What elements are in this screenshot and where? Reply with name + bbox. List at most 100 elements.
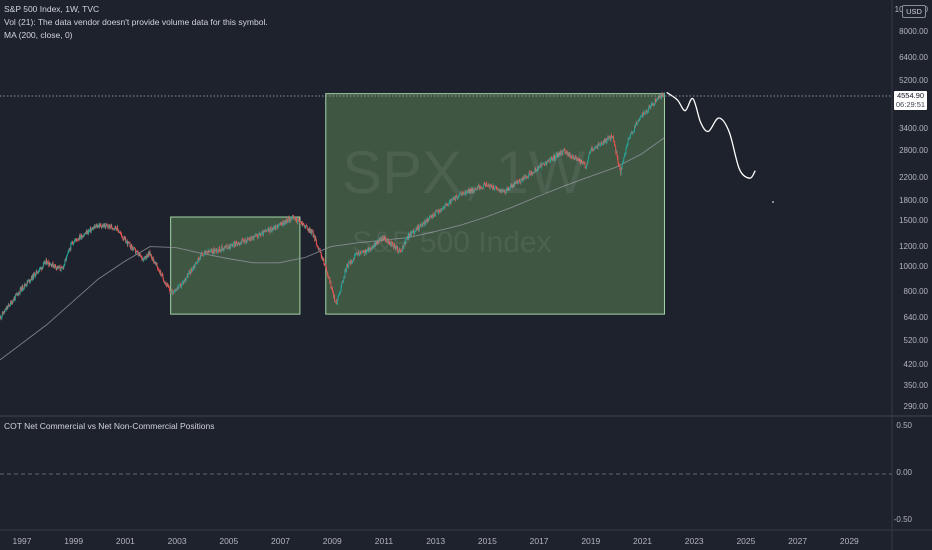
candle-body — [229, 245, 231, 249]
candle-body — [532, 173, 534, 175]
candle-body — [161, 273, 163, 276]
candle-body — [109, 224, 111, 229]
candle-body — [242, 239, 244, 241]
candle-body — [232, 245, 234, 247]
candle-body — [160, 271, 162, 275]
candle-body — [528, 172, 530, 175]
candle-body — [386, 238, 388, 243]
candle-body — [416, 227, 417, 231]
candle-body — [14, 294, 16, 300]
candle-body — [601, 144, 603, 145]
candle-body — [595, 146, 597, 148]
candle-body — [113, 228, 115, 230]
candle-body — [654, 103, 655, 105]
candle-body — [79, 235, 81, 239]
candle-body — [612, 136, 613, 139]
candle-body — [524, 175, 526, 179]
candle-body — [320, 252, 322, 257]
time-label: 2007 — [271, 536, 290, 546]
candle-body — [258, 233, 260, 238]
candle-body — [203, 251, 205, 256]
indicator-label: -0.50 — [893, 515, 912, 524]
candle-body — [13, 297, 15, 301]
ma-legend[interactable]: MA (200, close, 0) — [4, 30, 73, 40]
candle-body — [202, 255, 204, 256]
candle-body — [87, 230, 89, 234]
candle-body — [585, 167, 587, 168]
candle-body — [326, 271, 328, 273]
candle-body — [286, 219, 288, 224]
price-label: 640.00 — [903, 312, 928, 322]
candle-body — [224, 246, 226, 248]
candle-body — [192, 267, 194, 269]
candle-body — [557, 152, 559, 158]
candle-body — [104, 224, 106, 227]
candle-body — [93, 227, 95, 229]
stray-dot — [772, 201, 774, 203]
candle-body — [119, 232, 121, 233]
candle-body — [272, 228, 274, 230]
currency-button[interactable]: USD — [902, 5, 926, 18]
candle-body — [604, 139, 606, 142]
candle-body — [375, 242, 377, 246]
candle-body — [234, 242, 235, 247]
candle-body — [120, 232, 122, 234]
candle-body — [136, 251, 137, 253]
candle-body — [400, 250, 402, 252]
candle-body — [651, 103, 653, 105]
candle-body — [243, 240, 245, 242]
candle-body — [237, 242, 239, 244]
candle-body — [574, 157, 576, 159]
candle-body — [8, 304, 10, 305]
candle-body — [623, 157, 625, 161]
candle-body — [262, 231, 264, 235]
candle-body — [486, 182, 487, 186]
candle-body — [237, 243, 239, 246]
candle-body — [60, 267, 62, 271]
candle-body — [188, 272, 190, 275]
candle-body — [440, 208, 442, 211]
candle-body — [287, 217, 289, 222]
candle-body — [542, 164, 543, 165]
symbol-legend[interactable]: S&P 500 Index, 1W, TVC — [4, 4, 100, 14]
time-label: 2009 — [322, 536, 342, 546]
candle-body — [382, 235, 384, 238]
candle-body — [159, 271, 161, 274]
candle-body — [154, 261, 156, 264]
candle-body — [154, 262, 156, 264]
candle-body — [599, 145, 601, 146]
candle-body — [535, 170, 537, 171]
time-label: 2017 — [529, 536, 549, 546]
candle-body — [424, 220, 426, 225]
candle-body — [477, 186, 479, 188]
candle-body — [240, 241, 242, 244]
indicator-label: 0.50 — [896, 421, 912, 430]
candle-body — [250, 237, 252, 240]
candle-body — [138, 253, 140, 256]
indicator-title[interactable]: COT Net Commercial vs Net Non-Commercial… — [4, 421, 215, 431]
candle-body — [27, 280, 29, 282]
candle-body — [170, 291, 172, 293]
candle-body — [266, 229, 268, 232]
candle-body — [550, 157, 552, 159]
candle-body — [250, 237, 252, 240]
candle-body — [473, 190, 475, 193]
candle-body — [216, 251, 218, 253]
candle-body — [645, 110, 647, 114]
candle-body — [294, 219, 296, 221]
candle-body — [225, 244, 227, 246]
candle-body — [11, 301, 13, 305]
candle-body — [7, 306, 9, 309]
candle-body — [1, 315, 3, 318]
candle-body — [90, 229, 92, 232]
candle-body — [244, 239, 246, 243]
candle-body — [392, 242, 394, 246]
candle-body — [613, 140, 615, 142]
candle-body — [402, 245, 404, 249]
candle-body — [64, 259, 66, 260]
candle-body — [592, 149, 594, 152]
volume-legend[interactable]: Vol (21): The data vendor doesn't provid… — [4, 17, 268, 27]
candle-body — [583, 163, 585, 164]
candle-body — [439, 211, 441, 213]
